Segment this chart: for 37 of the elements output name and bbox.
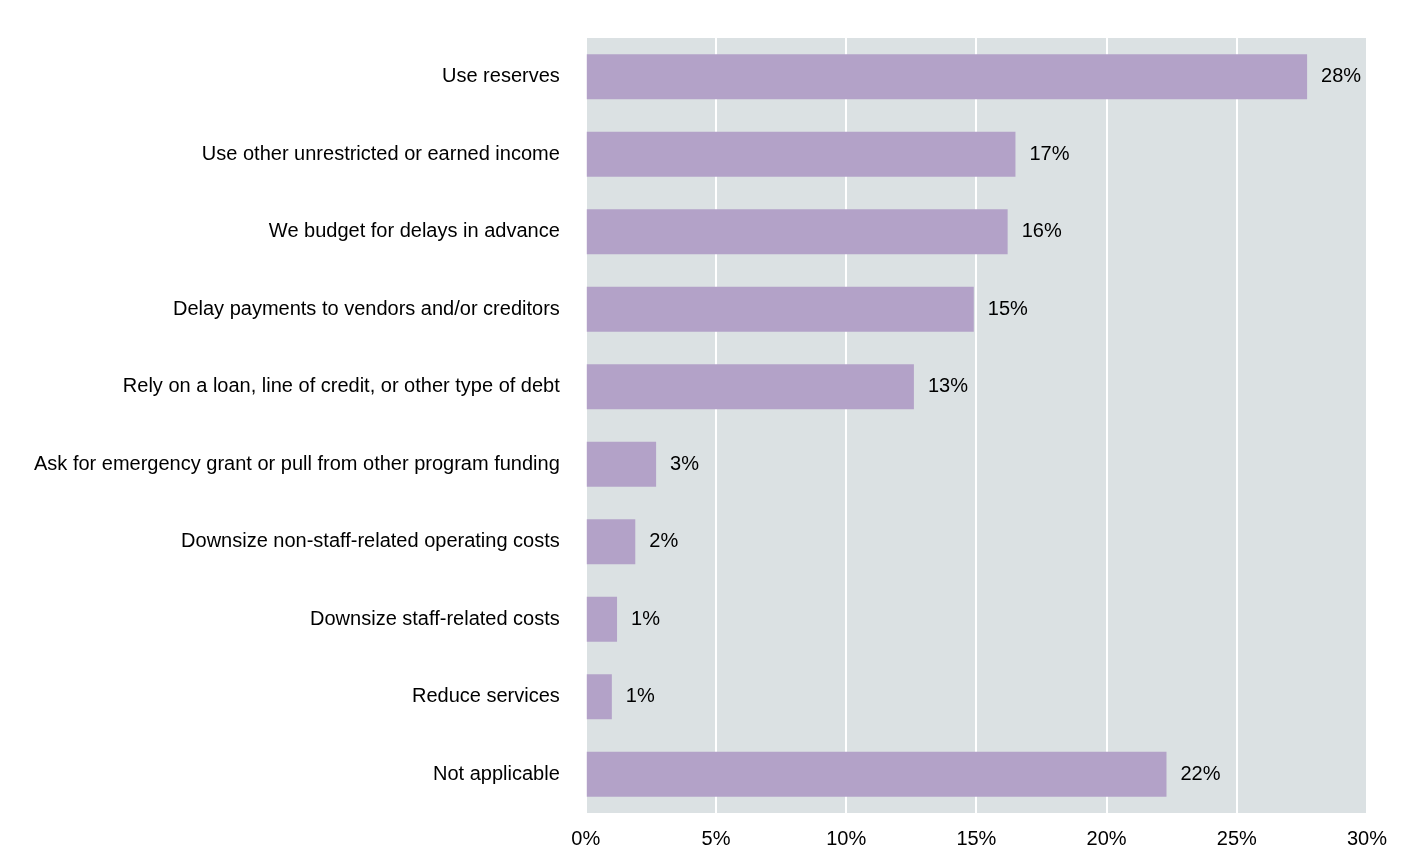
bar [586,519,636,565]
y-tick-label: Delay payments to vendors and/or creditors [172,296,560,319]
bar [586,674,612,720]
data-label: 1% [625,684,655,707]
y-tick-label: Downsize staff-related costs [310,606,560,629]
bar [586,596,618,642]
y-tick-label: Rely on a loan, line of credit, or other type of debt [122,374,561,397]
y-tick-label: Reduce services [411,684,560,707]
bar [586,209,1008,255]
y-tick-label: Not applicable [433,761,560,784]
x-tick-label: 20% [1086,826,1127,849]
x-tick-label: 15% [956,826,997,849]
y-tick-label: Use reserves [441,64,560,87]
y-tick-label: Use other unrestricted or earned income [201,141,560,164]
y-tick-label: Downsize non-staff-related operating costs [181,529,560,552]
data-label: 22% [1180,761,1221,784]
data-label: 28% [1321,64,1362,87]
data-label: 2% [649,529,679,552]
bar [586,364,914,410]
data-label: 13% [927,374,969,397]
data-label: 1% [631,606,661,629]
x-tick-label: 25% [1216,826,1258,849]
bar [586,131,1016,177]
bar [586,751,1167,797]
bar [586,286,974,332]
x-tick-label: 10% [826,826,867,849]
x-tick-label: 30% [1346,826,1388,849]
bar [586,441,657,487]
data-label: 3% [670,451,700,474]
y-tick-label: We budget for delays in advance [268,219,560,242]
bar [586,54,1308,100]
x-tick-label: 0% [571,826,601,849]
y-tick-label: Ask for emergency grant or pull from other program funding [33,451,560,474]
data-label: 16% [1021,219,1062,242]
data-label: 17% [1029,141,1070,164]
x-tick-label: 5% [701,826,731,849]
data-label: 15% [987,296,1029,319]
